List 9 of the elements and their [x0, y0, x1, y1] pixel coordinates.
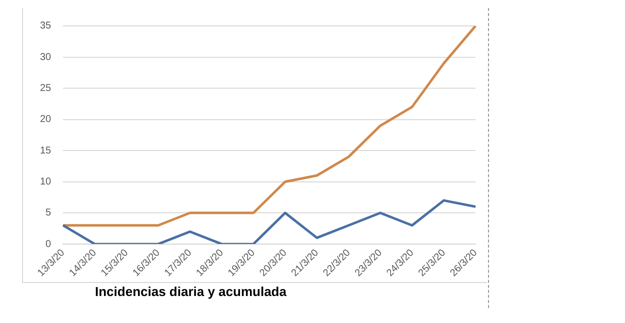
- text: Incidencias diaria y acumulada: [95, 284, 286, 299]
- y-tick-label: 5: [46, 208, 52, 219]
- y-tick-label: 10: [40, 176, 52, 188]
- y-tick-label: 20: [40, 114, 52, 126]
- y-tick-label: 30: [40, 52, 52, 63]
- y-tick-label: 25: [40, 83, 52, 94]
- y-tick-label: 35: [40, 20, 52, 32]
- y-tick-label: 15: [40, 145, 52, 156]
- y-tick-label: 0: [46, 238, 52, 250]
